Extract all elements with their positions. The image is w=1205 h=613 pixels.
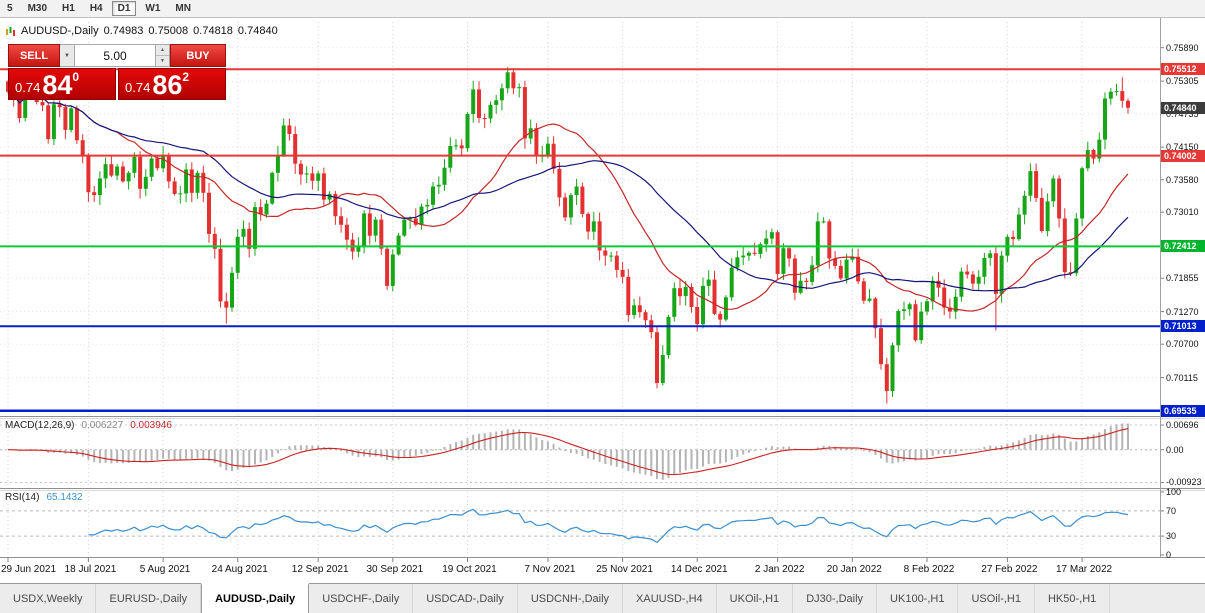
rsi-indicator-label: RSI(14) 65.1432	[5, 492, 83, 503]
chart-tab-uk100-h1[interactable]: UK100-,H1	[877, 584, 959, 613]
date-axis-label: 5 Aug 2021	[139, 564, 191, 575]
date-axis-label: 25 Nov 2021	[596, 564, 653, 575]
timeframe-button-m30[interactable]: M30	[22, 1, 53, 16]
rsi-axis-label: 0	[1166, 550, 1172, 560]
price-tag-0.69535[interactable]: 0.69535	[1161, 404, 1205, 417]
price-axis-label: 0.70700	[1166, 339, 1199, 350]
date-axis-label: 27 Feb 2022	[981, 564, 1038, 575]
date-axis-label: 29 Jun 2021	[1, 564, 57, 575]
rsi-axis-label: 70	[1166, 505, 1177, 516]
macd-axis-label: 0.00696	[1166, 419, 1199, 430]
macd-panel-plot	[0, 423, 1164, 483]
price-axis-label: 0.75305	[1166, 76, 1199, 87]
bid-price-pipette: 0	[72, 70, 80, 84]
macd-indicator-label: MACD(12,26,9) 0.006227 0.003946	[5, 420, 172, 431]
sell-button[interactable]: SELL	[8, 44, 60, 67]
rsi-value: 65.1432	[46, 492, 83, 503]
date-axis-label: 8 Feb 2022	[903, 564, 955, 575]
quote-low: 0.74818	[193, 25, 233, 37]
timeframe-button-w1[interactable]: W1	[139, 1, 166, 16]
chart-tab-eurusd-daily[interactable]: EURUSD-,Daily	[96, 584, 202, 613]
rsi-axis-label: 30	[1166, 531, 1177, 542]
timeframe-button-mn[interactable]: MN	[169, 1, 197, 16]
ma-slow-line	[7, 91, 1129, 292]
date-axis-label: 19 Oct 2021	[442, 564, 497, 575]
candles-layer	[6, 67, 1130, 404]
spinner-down-icon[interactable]: ▼	[156, 56, 169, 66]
one-click-trading-panel: SELL ▼ ▲ ▼ BUY 0.74 84 0 0.74 86 2	[8, 44, 226, 100]
price-axis-label: 0.73010	[1166, 207, 1199, 218]
quote-open: 0.74983	[103, 25, 144, 37]
chart-tab-usdchf-daily[interactable]: USDCHF-,Daily	[309, 584, 414, 613]
price-level-lines	[0, 68, 1160, 412]
ask-price-prefix: 0.74	[125, 80, 151, 95]
chart-tab-ukoil-h1[interactable]: UKOil-,H1	[717, 584, 794, 613]
rsi-axis-label: 100	[1166, 487, 1182, 497]
date-axis-label: 24 Aug 2021	[211, 564, 268, 575]
price-tag-0.74002[interactable]: 0.74002	[1161, 149, 1205, 162]
volume-stepper[interactable]: ▲ ▼	[156, 44, 170, 67]
price-axis-label: 0.75890	[1166, 42, 1199, 53]
chart-tab-usoil-h1[interactable]: USOil-,H1	[958, 584, 1035, 613]
volume-input[interactable]	[75, 44, 156, 67]
price-axis-label: 0.74150	[1166, 142, 1199, 153]
price-tag-0.75512[interactable]: 0.75512	[1161, 63, 1205, 76]
timeframe-button-h4[interactable]: H4	[84, 1, 109, 16]
date-axis-label: 30 Sep 2021	[366, 564, 424, 575]
panel-borders	[0, 18, 1205, 558]
chart-title: AUDUSD-,Daily 0.74983 0.75008 0.74818 0.…	[5, 25, 278, 37]
chart-tab-usdcad-daily[interactable]: USDCAD-,Daily	[413, 584, 518, 613]
chart-tab-bar: USDX,Weekly EURUSD-,Daily AUDUSD-,Daily USD…	[0, 583, 1205, 613]
spinner-up-icon[interactable]: ▲	[156, 45, 169, 56]
date-axis-label: 14 Dec 2021	[670, 564, 728, 575]
chart-tab-dj30-daily[interactable]: DJ30-,Daily	[793, 584, 878, 613]
date-axis-label: 12 Sep 2021	[291, 564, 349, 575]
grid-layer	[0, 22, 1164, 562]
date-axis-label: 20 Jan 2022	[826, 564, 882, 575]
price-tag-0.72412[interactable]: 0.72412	[1161, 240, 1205, 253]
chart-window-icon	[6, 26, 15, 36]
bid-price-display[interactable]: 0.74 84 0	[8, 68, 116, 100]
rsi-panel-plot	[0, 491, 1164, 556]
date-axis-label: 18 Jul 2021	[64, 564, 117, 575]
quote-high: 0.75008	[148, 25, 189, 37]
ma-fast-line	[7, 91, 1129, 312]
macd-main-value: 0.006227	[81, 420, 124, 431]
timeframe-toolbar: 5 M30 H1 H4 D1 W1 MN	[0, 0, 1205, 18]
bid-price-prefix: 0.74	[15, 80, 41, 95]
quote-close: 0.74840	[237, 25, 278, 37]
timeframe-button-d1[interactable]: D1	[111, 1, 137, 16]
chevron-down-icon: ▼	[64, 52, 70, 59]
date-axis-label: 2 Jan 2022	[754, 564, 805, 575]
chart-tab-xauusd-h4[interactable]: XAUUSD-,H4	[623, 584, 717, 613]
ask-price-display[interactable]: 0.74 86 2	[118, 68, 226, 100]
price-tag-0.74840[interactable]: 0.74840	[1161, 101, 1205, 114]
price-axis-label: 0.71855	[1166, 273, 1199, 284]
date-axis-label: 7 Nov 2021	[524, 564, 576, 575]
timeframe-button-5[interactable]: 5	[1, 1, 19, 16]
price-axis-label: 0.70115	[1166, 372, 1198, 383]
macd-name: MACD(12,26,9)	[5, 420, 75, 431]
price-axis-label: 0.74735	[1166, 108, 1199, 119]
volume-dropdown-button[interactable]: ▼	[60, 44, 75, 67]
chart-tab-usdx-weekly[interactable]: USDX,Weekly	[0, 584, 97, 613]
rsi-name: RSI(14)	[5, 492, 40, 503]
ask-price-pipette: 2	[182, 70, 190, 84]
price-axis-label: 0.73580	[1166, 174, 1199, 185]
chart-tab-hk50-h1[interactable]: HK50-,H1	[1035, 584, 1111, 613]
bid-price-big-digits: 84	[42, 70, 73, 100]
chart-tab-usdcnh-daily[interactable]: USDCNH-,Daily	[518, 584, 624, 613]
price-tag-0.71013[interactable]: 0.71013	[1161, 320, 1205, 333]
macd-axis-label: -0.00923	[1166, 477, 1202, 488]
buy-button[interactable]: BUY	[170, 44, 226, 67]
macd-axis-label: 0.00	[1166, 444, 1184, 455]
chart-symbol-period: AUDUSD-,Daily	[21, 25, 99, 37]
price-axis-label: 0.71270	[1166, 306, 1199, 317]
macd-signal-value: 0.003946	[130, 420, 172, 431]
ask-price-big-digits: 86	[152, 70, 183, 100]
chart-tab-audusd-daily[interactable]: AUDUSD-,Daily	[201, 583, 310, 613]
timeframe-button-h1[interactable]: H1	[56, 1, 81, 16]
date-axis-label: 17 Mar 2022	[1055, 564, 1113, 575]
